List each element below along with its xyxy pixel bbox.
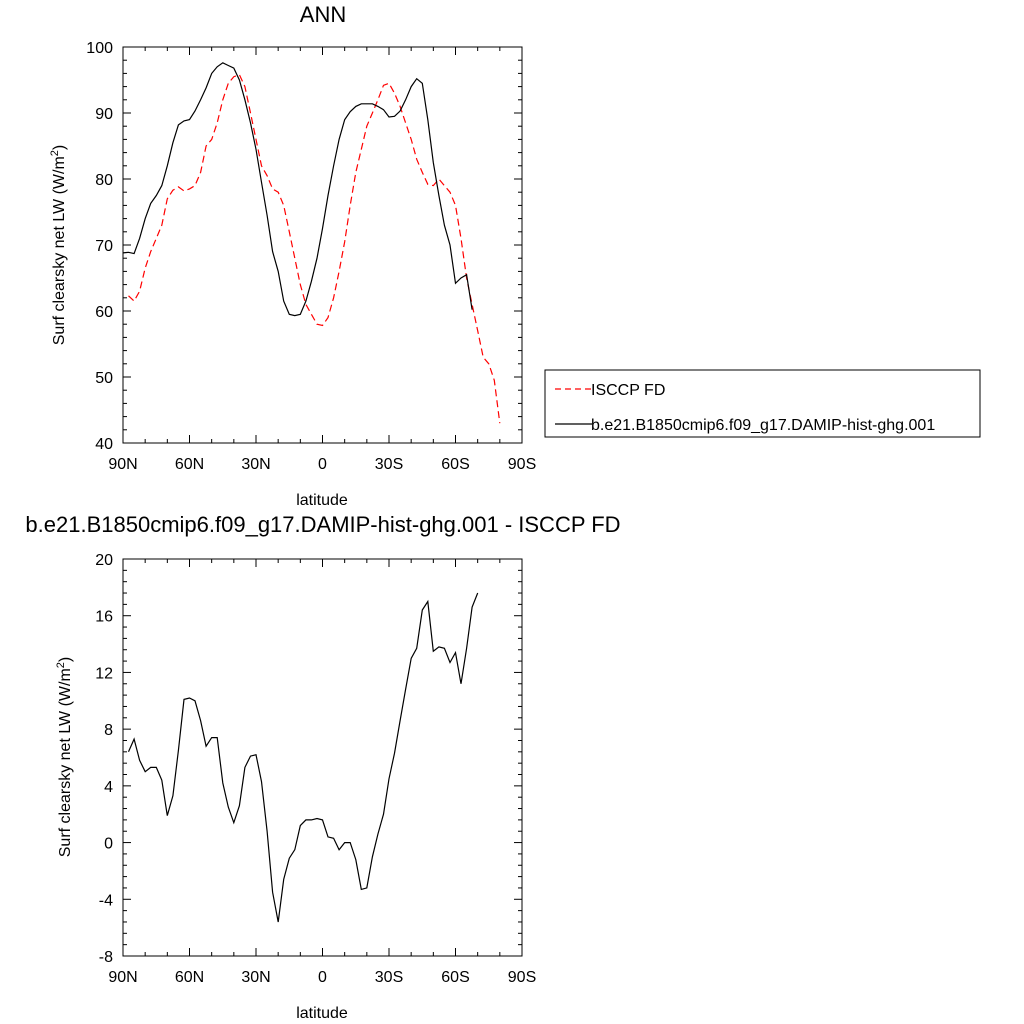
- x-tick-label: 30N: [241, 969, 270, 986]
- y-tick-label: 70: [95, 238, 113, 255]
- y-tick-label: 80: [95, 172, 113, 189]
- y-tick-label: 12: [95, 665, 113, 682]
- y-tick-label: 90: [95, 106, 113, 123]
- series-line-1: [122, 62, 473, 317]
- x-tick-label: 60S: [441, 969, 469, 986]
- legend-label-model: b.e21.B1850cmip6.f09_g17.DAMIP-hist-ghg.…: [591, 417, 935, 434]
- x-tick-label: 90S: [508, 456, 536, 473]
- y-tick-label: 40: [95, 436, 113, 453]
- x-tick-label: 0: [318, 969, 327, 986]
- y-axis-label: Surf clearsky net LW (W/m2): [55, 657, 74, 858]
- x-tick-label: 90S: [508, 969, 536, 986]
- series-line-0: [128, 73, 501, 424]
- x-tick-label: 90N: [108, 969, 137, 986]
- y-tick-label: -8: [99, 949, 113, 966]
- y-tick-label: 60: [95, 304, 113, 321]
- y-tick-label: 4: [104, 779, 113, 796]
- chart-title: ANN: [300, 2, 346, 27]
- y-tick-label: 0: [104, 836, 113, 853]
- y-tick-label: 50: [95, 370, 113, 387]
- x-tick-label: 0: [318, 456, 327, 473]
- legend-label-isccp: ISCCP FD: [591, 382, 665, 399]
- x-tick-label: 60N: [175, 969, 204, 986]
- panel-difference: b.e21.B1850cmip6.f09_g17.DAMIP-hist-ghg.…: [25, 512, 620, 1022]
- x-axis-ticks: 90N 60N 30N 0 30S 60S 90S: [108, 559, 536, 986]
- x-axis-label: latitude: [296, 492, 348, 509]
- x-tick-label: 30S: [375, 969, 403, 986]
- legend-box: [544, 369, 981, 438]
- x-tick-label: 60S: [441, 456, 469, 473]
- series-lines: [127, 592, 479, 923]
- series-line-0: [127, 592, 479, 923]
- plot-frame: [122, 558, 523, 957]
- y-axis-ticks: -8 -4 0 4 8 12 16 20: [95, 552, 522, 966]
- y-axis-label: Surf clearsky net LW (W/m2): [49, 145, 68, 346]
- legend: ISCCP FD b.e21.B1850cmip6.f09_g17.DAMIP-…: [544, 369, 981, 438]
- x-axis-label: latitude: [296, 1005, 348, 1022]
- y-tick-label: 20: [95, 552, 113, 569]
- y-axis-ticks: 40 50 60 70 80 90 100: [86, 40, 522, 453]
- x-tick-label: 60N: [175, 456, 204, 473]
- series-lines: [122, 62, 501, 424]
- x-tick-label: 30S: [375, 456, 403, 473]
- x-tick-label: 30N: [241, 456, 270, 473]
- x-tick-label: 90N: [108, 456, 137, 473]
- y-tick-label: -4: [99, 892, 113, 909]
- y-tick-label: 100: [86, 40, 113, 57]
- y-tick-label: 16: [95, 609, 113, 626]
- x-axis-ticks: 90N 60N 30N 0 30S 60S 90S: [108, 47, 536, 473]
- chart-title: b.e21.B1850cmip6.f09_g17.DAMIP-hist-ghg.…: [25, 512, 620, 537]
- y-tick-label: 8: [104, 722, 113, 739]
